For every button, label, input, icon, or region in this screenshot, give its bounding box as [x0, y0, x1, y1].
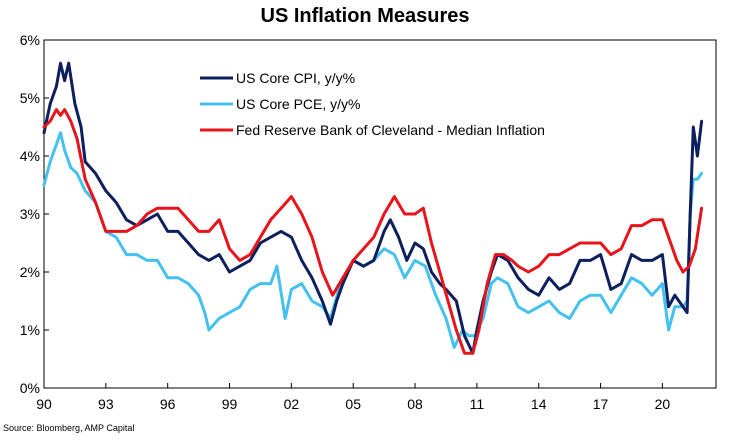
plot-area-frame: [43, 39, 717, 389]
y-tick-label: 5%: [20, 90, 40, 106]
series-layer: [42, 61, 704, 355]
y-tick-label: 4%: [20, 148, 40, 164]
x-tick-label: 20: [655, 396, 671, 412]
x-tick-label: 02: [284, 396, 300, 412]
legend-label-1: US Core PCE, y/y%: [236, 96, 360, 112]
x-tick-label: 11: [470, 396, 485, 412]
series-line-0: [42, 61, 704, 355]
x-tick-label: 08: [407, 396, 423, 412]
x-tick-label: 05: [345, 396, 361, 412]
legend-label-2: Fed Reserve Bank of Cleveland - Median I…: [236, 122, 545, 138]
y-tick-label: 3%: [20, 206, 40, 222]
series-line-2: [42, 108, 704, 355]
x-axis: 90 93 96 99 02 05 08 11 14 17 20: [36, 383, 670, 412]
chart-title: US Inflation Measures: [260, 5, 470, 27]
x-tick-label: 90: [36, 396, 52, 412]
legend: US Core CPI, y/y% US Core PCE, y/y% Fed Re…: [200, 70, 545, 138]
x-tick-label: 99: [222, 396, 238, 412]
y-tick-label: 1%: [20, 322, 40, 338]
x-tick-label: 17: [593, 396, 609, 412]
y-axis: 0% 1% 2% 3% 4% 5% 6%: [20, 32, 49, 396]
x-tick-label: 14: [531, 396, 547, 412]
source-note: Source: Bloomberg, AMP Capital: [3, 423, 135, 433]
y-tick-label: 6%: [20, 32, 40, 48]
y-tick-label: 2%: [20, 264, 40, 280]
y-tick-label: 0%: [20, 380, 40, 396]
x-tick-label: 96: [160, 396, 176, 412]
legend-label-0: US Core CPI, y/y%: [236, 70, 355, 86]
x-tick-label: 93: [98, 396, 114, 412]
